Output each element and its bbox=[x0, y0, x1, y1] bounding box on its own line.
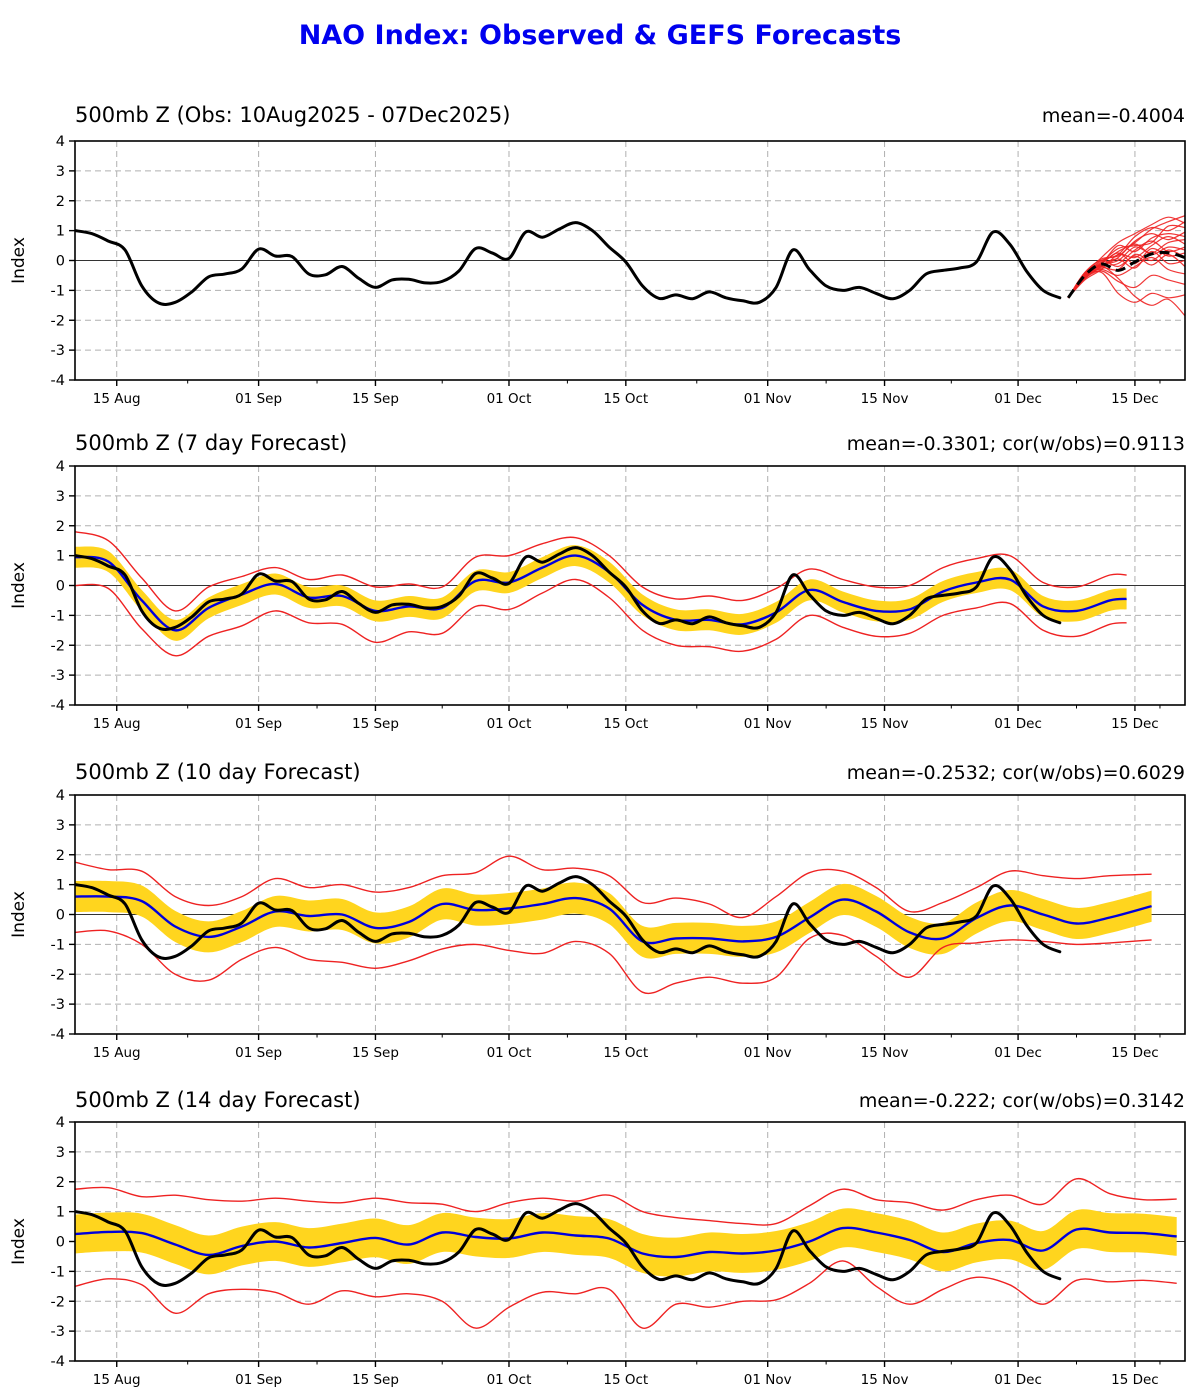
svg-text:-4: -4 bbox=[51, 1354, 65, 1370]
svg-text:Index: Index bbox=[9, 891, 29, 938]
svg-text:-3: -3 bbox=[51, 343, 65, 359]
svg-text:-2: -2 bbox=[51, 313, 65, 329]
svg-text:01 Sep: 01 Sep bbox=[235, 716, 282, 732]
svg-text:2: 2 bbox=[56, 194, 65, 210]
svg-text:-4: -4 bbox=[51, 1027, 65, 1043]
svg-text:4: 4 bbox=[56, 1115, 65, 1131]
svg-text:01 Nov: 01 Nov bbox=[744, 391, 792, 407]
svg-text:-2: -2 bbox=[51, 638, 65, 654]
svg-text:-1: -1 bbox=[51, 1264, 65, 1280]
panel-1-title: 500mb Z (Obs: 10Aug2025 - 07Dec2025) bbox=[75, 103, 511, 127]
panel-3-header: 500mb Z (10 day Forecast) mean=-0.2532; … bbox=[75, 760, 1185, 784]
svg-text:01 Sep: 01 Sep bbox=[235, 391, 282, 407]
panel-3-plot: 4 3 2 1 0 -1 -2 -3 -4 Index 15 Aug 01 Sep 15 Sep 01 O… bbox=[9, 788, 1186, 1061]
svg-text:0: 0 bbox=[56, 254, 65, 270]
svg-text:01 Oct: 01 Oct bbox=[487, 391, 532, 407]
svg-text:01 Dec: 01 Dec bbox=[994, 1372, 1042, 1388]
svg-text:15 Oct: 15 Oct bbox=[603, 1045, 648, 1061]
svg-text:-1: -1 bbox=[51, 283, 65, 299]
svg-text:15 Oct: 15 Oct bbox=[603, 716, 648, 732]
svg-text:15 Sep: 15 Sep bbox=[352, 1045, 399, 1061]
panel-4-stats: mean=-0.222; cor(w/obs)=0.3142 bbox=[858, 1090, 1185, 1112]
svg-text:01 Oct: 01 Oct bbox=[487, 1045, 532, 1061]
svg-text:0: 0 bbox=[56, 579, 65, 595]
panel-2-header: 500mb Z (7 day Forecast) mean=-0.3301; c… bbox=[75, 431, 1185, 455]
svg-text:15 Nov: 15 Nov bbox=[861, 1045, 909, 1061]
svg-text:15 Dec: 15 Dec bbox=[1111, 1045, 1159, 1061]
page-title: NAO Index: Observed & GEFS Forecasts bbox=[298, 20, 902, 51]
svg-text:3: 3 bbox=[56, 818, 65, 834]
svg-text:Index: Index bbox=[9, 1218, 29, 1265]
panel-4-plot: 4 3 2 1 0 -1 -2 -3 -4 Index 15 Aug 01 Sep 15 Sep 01 O… bbox=[9, 1115, 1186, 1388]
svg-text:4: 4 bbox=[56, 459, 65, 475]
svg-text:4: 4 bbox=[56, 788, 65, 804]
svg-text:-3: -3 bbox=[51, 1324, 65, 1340]
svg-text:3: 3 bbox=[56, 489, 65, 505]
svg-text:01 Oct: 01 Oct bbox=[487, 1372, 532, 1388]
panel-2-plot: 4 3 2 1 0 -1 -2 -3 -4 Index 15 Aug 01 Sep 15 Sep 01 O… bbox=[9, 459, 1186, 732]
svg-text:3: 3 bbox=[56, 164, 65, 180]
svg-text:-2: -2 bbox=[51, 1294, 65, 1310]
panel-1-stats: mean=-0.4004 bbox=[1041, 105, 1185, 127]
panel-3-title: 500mb Z (10 day Forecast) bbox=[75, 760, 361, 784]
svg-text:01 Nov: 01 Nov bbox=[744, 1372, 792, 1388]
svg-text:Index: Index bbox=[9, 237, 29, 284]
svg-text:1: 1 bbox=[56, 878, 65, 894]
svg-text:2: 2 bbox=[56, 519, 65, 535]
svg-text:01 Sep: 01 Sep bbox=[235, 1372, 282, 1388]
svg-text:1: 1 bbox=[56, 549, 65, 565]
svg-text:-4: -4 bbox=[51, 698, 65, 714]
svg-text:-2: -2 bbox=[51, 967, 65, 983]
svg-text:15 Aug: 15 Aug bbox=[93, 716, 141, 732]
panel-4-header: 500mb Z (14 day Forecast) mean=-0.222; c… bbox=[75, 1088, 1185, 1112]
svg-text:01 Dec: 01 Dec bbox=[994, 1045, 1042, 1061]
svg-text:-1: -1 bbox=[51, 608, 65, 624]
svg-text:15 Aug: 15 Aug bbox=[93, 391, 141, 407]
svg-text:01 Dec: 01 Dec bbox=[994, 716, 1042, 732]
svg-text:-1: -1 bbox=[51, 937, 65, 953]
svg-text:01 Nov: 01 Nov bbox=[744, 1045, 792, 1061]
svg-text:-3: -3 bbox=[51, 997, 65, 1013]
panel-4-title: 500mb Z (14 day Forecast) bbox=[75, 1088, 361, 1112]
svg-text:-3: -3 bbox=[51, 668, 65, 684]
panel-3-stats: mean=-0.2532; cor(w/obs)=0.6029 bbox=[846, 762, 1185, 784]
svg-text:2: 2 bbox=[56, 1175, 65, 1191]
svg-text:01 Sep: 01 Sep bbox=[235, 1045, 282, 1061]
svg-text:15 Oct: 15 Oct bbox=[603, 1372, 648, 1388]
svg-text:-4: -4 bbox=[51, 373, 65, 389]
panel-1-header: 500mb Z (Obs: 10Aug2025 - 07Dec2025) mea… bbox=[75, 103, 1185, 127]
svg-text:15 Dec: 15 Dec bbox=[1111, 1372, 1159, 1388]
svg-text:15 Aug: 15 Aug bbox=[93, 1045, 141, 1061]
panel-2-stats: mean=-0.3301; cor(w/obs)=0.9113 bbox=[846, 433, 1185, 455]
svg-text:15 Aug: 15 Aug bbox=[93, 1372, 141, 1388]
svg-text:15 Nov: 15 Nov bbox=[861, 716, 909, 732]
svg-text:15 Sep: 15 Sep bbox=[352, 716, 399, 732]
svg-text:4: 4 bbox=[56, 134, 65, 150]
svg-text:Index: Index bbox=[9, 562, 29, 609]
svg-text:1: 1 bbox=[56, 1205, 65, 1221]
svg-text:0: 0 bbox=[56, 1235, 65, 1251]
svg-text:15 Dec: 15 Dec bbox=[1111, 391, 1159, 407]
svg-text:3: 3 bbox=[56, 1145, 65, 1161]
panel-2-title: 500mb Z (7 day Forecast) bbox=[75, 431, 348, 455]
svg-text:01 Nov: 01 Nov bbox=[744, 716, 792, 732]
panel-1-plot: 4 3 2 1 0 -1 -2 -3 -4 Index 15 Aug 01 Sep 15 Sep 01 O… bbox=[9, 134, 1186, 407]
svg-text:15 Sep: 15 Sep bbox=[352, 391, 399, 407]
svg-text:15 Nov: 15 Nov bbox=[861, 391, 909, 407]
svg-text:15 Dec: 15 Dec bbox=[1111, 716, 1159, 732]
svg-text:15 Sep: 15 Sep bbox=[352, 1372, 399, 1388]
svg-text:1: 1 bbox=[56, 224, 65, 240]
svg-text:01 Oct: 01 Oct bbox=[487, 716, 532, 732]
svg-text:01 Dec: 01 Dec bbox=[994, 391, 1042, 407]
svg-text:15 Nov: 15 Nov bbox=[861, 1372, 909, 1388]
svg-text:15 Oct: 15 Oct bbox=[603, 391, 648, 407]
svg-text:0: 0 bbox=[56, 908, 65, 924]
svg-text:2: 2 bbox=[56, 848, 65, 864]
